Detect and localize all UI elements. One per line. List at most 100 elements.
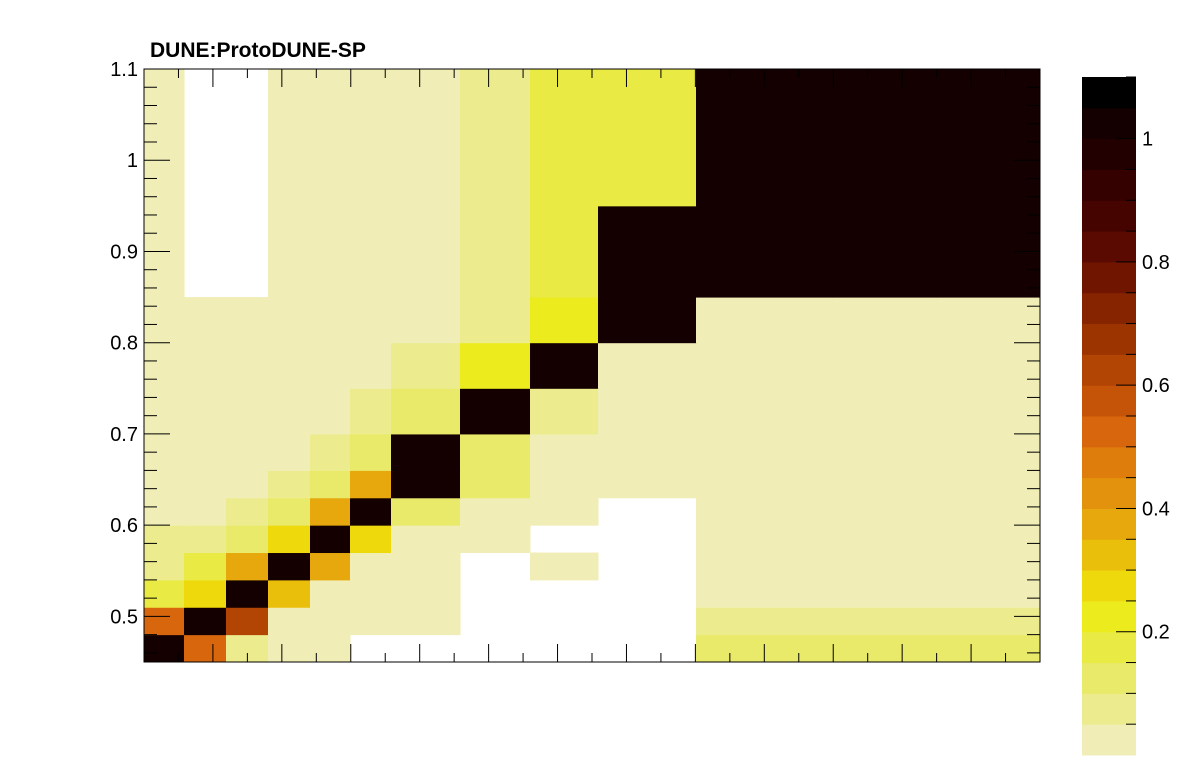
heatmap-cell bbox=[184, 552, 227, 581]
heatmap-cell bbox=[598, 69, 697, 207]
heatmap-cell bbox=[268, 552, 311, 581]
heatmap-cell bbox=[310, 205, 351, 298]
heatmap-cell bbox=[184, 388, 227, 435]
heatmap-cell bbox=[350, 69, 392, 207]
heatmap-cell bbox=[832, 525, 937, 554]
heatmap-cell bbox=[460, 69, 531, 207]
palette-swatch bbox=[1082, 539, 1136, 571]
palette-swatch bbox=[1082, 169, 1136, 201]
heatmap-cell bbox=[530, 470, 599, 499]
heatmap-cell bbox=[350, 607, 392, 636]
heatmap-cell bbox=[268, 470, 311, 499]
heatmap-cell bbox=[832, 634, 937, 663]
heatmap-cell bbox=[144, 607, 185, 636]
heatmap-cell bbox=[391, 552, 461, 581]
heatmap-cell bbox=[936, 552, 1041, 581]
heatmap-cell bbox=[696, 388, 833, 435]
heatmap-cell bbox=[350, 470, 392, 499]
z-tick-label: 0.4 bbox=[1142, 498, 1170, 520]
heatmap-cell bbox=[310, 552, 351, 581]
heatmap-cell bbox=[391, 388, 461, 435]
heatmap-cell bbox=[268, 388, 311, 435]
heatmap-cell bbox=[696, 579, 833, 608]
heatmap-cell bbox=[936, 342, 1041, 389]
palette-swatch bbox=[1082, 77, 1136, 109]
heatmap-cell bbox=[391, 297, 461, 344]
heatmap-cell bbox=[696, 525, 833, 554]
z-axis: 0.2 0.4 0.6 0.8 1 bbox=[1116, 76, 1170, 725]
heatmap-cell bbox=[460, 433, 531, 471]
heatmap-cell bbox=[310, 297, 351, 344]
palette-swatch bbox=[1082, 292, 1136, 325]
heatmap-cell bbox=[530, 388, 599, 435]
palette-swatch bbox=[1082, 724, 1136, 756]
heatmap-cell bbox=[144, 470, 185, 499]
heatmap-cell bbox=[832, 342, 937, 389]
heatmap-cell bbox=[460, 342, 531, 389]
heatmap-cell bbox=[696, 607, 833, 636]
palette-swatch bbox=[1082, 600, 1136, 633]
heatmap-cell bbox=[696, 342, 833, 389]
heatmap-cell bbox=[310, 388, 351, 435]
heatmap-cell bbox=[184, 297, 227, 344]
heatmap-cell bbox=[832, 69, 937, 207]
heatmap-cell bbox=[144, 297, 185, 344]
heatmap-cell bbox=[936, 579, 1041, 608]
z-tick-label: 1 bbox=[1142, 129, 1153, 151]
heatmap-cell bbox=[184, 470, 227, 499]
z-tick-label: 0.8 bbox=[1142, 252, 1170, 274]
heatmap-cells bbox=[144, 69, 1041, 663]
heatmap-cell bbox=[226, 433, 269, 471]
heatmap-cell bbox=[530, 497, 599, 526]
heatmap-cell bbox=[391, 205, 461, 298]
palette-swatch bbox=[1082, 107, 1136, 140]
heatmap-cell bbox=[936, 388, 1041, 435]
heatmap-cell bbox=[936, 525, 1041, 554]
heatmap-cell bbox=[696, 552, 833, 581]
heatmap-cell bbox=[936, 69, 1041, 207]
heatmap-cell bbox=[226, 525, 269, 554]
heatmap-cell bbox=[184, 342, 227, 389]
heatmap-cell bbox=[184, 433, 227, 471]
heatmap-cell bbox=[144, 69, 185, 207]
heatmap-cell bbox=[350, 497, 392, 526]
color-palette bbox=[1082, 77, 1136, 756]
heatmap-cell bbox=[530, 552, 599, 581]
heatmap-cell bbox=[598, 388, 697, 435]
heatmap-cell bbox=[144, 342, 185, 389]
palette-swatch bbox=[1082, 508, 1136, 540]
heatmap-cell bbox=[144, 388, 185, 435]
heatmap-cell bbox=[350, 205, 392, 298]
heatmap-cell bbox=[696, 297, 833, 344]
heatmap-cell bbox=[184, 607, 227, 636]
heatmap-cell bbox=[350, 388, 392, 435]
palette-swatch bbox=[1082, 662, 1136, 694]
heatmap-cell bbox=[391, 433, 461, 471]
heatmap-cell bbox=[460, 205, 531, 298]
heatmap-cell bbox=[350, 579, 392, 608]
heatmap-cell bbox=[598, 297, 697, 344]
heatmap-cell bbox=[184, 634, 227, 663]
heatmap-cell bbox=[144, 579, 185, 608]
palette-swatch bbox=[1082, 354, 1136, 386]
heatmap-cell bbox=[530, 205, 599, 298]
heatmap-cell bbox=[832, 497, 937, 526]
chart-title: DUNE:ProtoDUNE-SP bbox=[150, 39, 366, 62]
heatmap-cell bbox=[598, 205, 697, 298]
palette-swatch bbox=[1082, 477, 1136, 509]
heatmap-cell bbox=[391, 69, 461, 207]
heatmap-cell bbox=[226, 552, 269, 581]
heatmap-cell bbox=[936, 497, 1041, 526]
heatmap-cell bbox=[268, 525, 311, 554]
heatmap-cell bbox=[310, 342, 351, 389]
heatmap-cell bbox=[268, 342, 311, 389]
heatmap-cell bbox=[460, 297, 531, 344]
heatmap-cell bbox=[696, 205, 833, 298]
heatmap-cell bbox=[832, 579, 937, 608]
heatmap-cell bbox=[310, 579, 351, 608]
heatmap-cell bbox=[310, 607, 351, 636]
heatmap-cell bbox=[936, 470, 1041, 499]
heatmap-cell bbox=[391, 470, 461, 499]
y-tick-label: 1.1 bbox=[110, 59, 138, 81]
heatmap-cell bbox=[350, 525, 392, 554]
